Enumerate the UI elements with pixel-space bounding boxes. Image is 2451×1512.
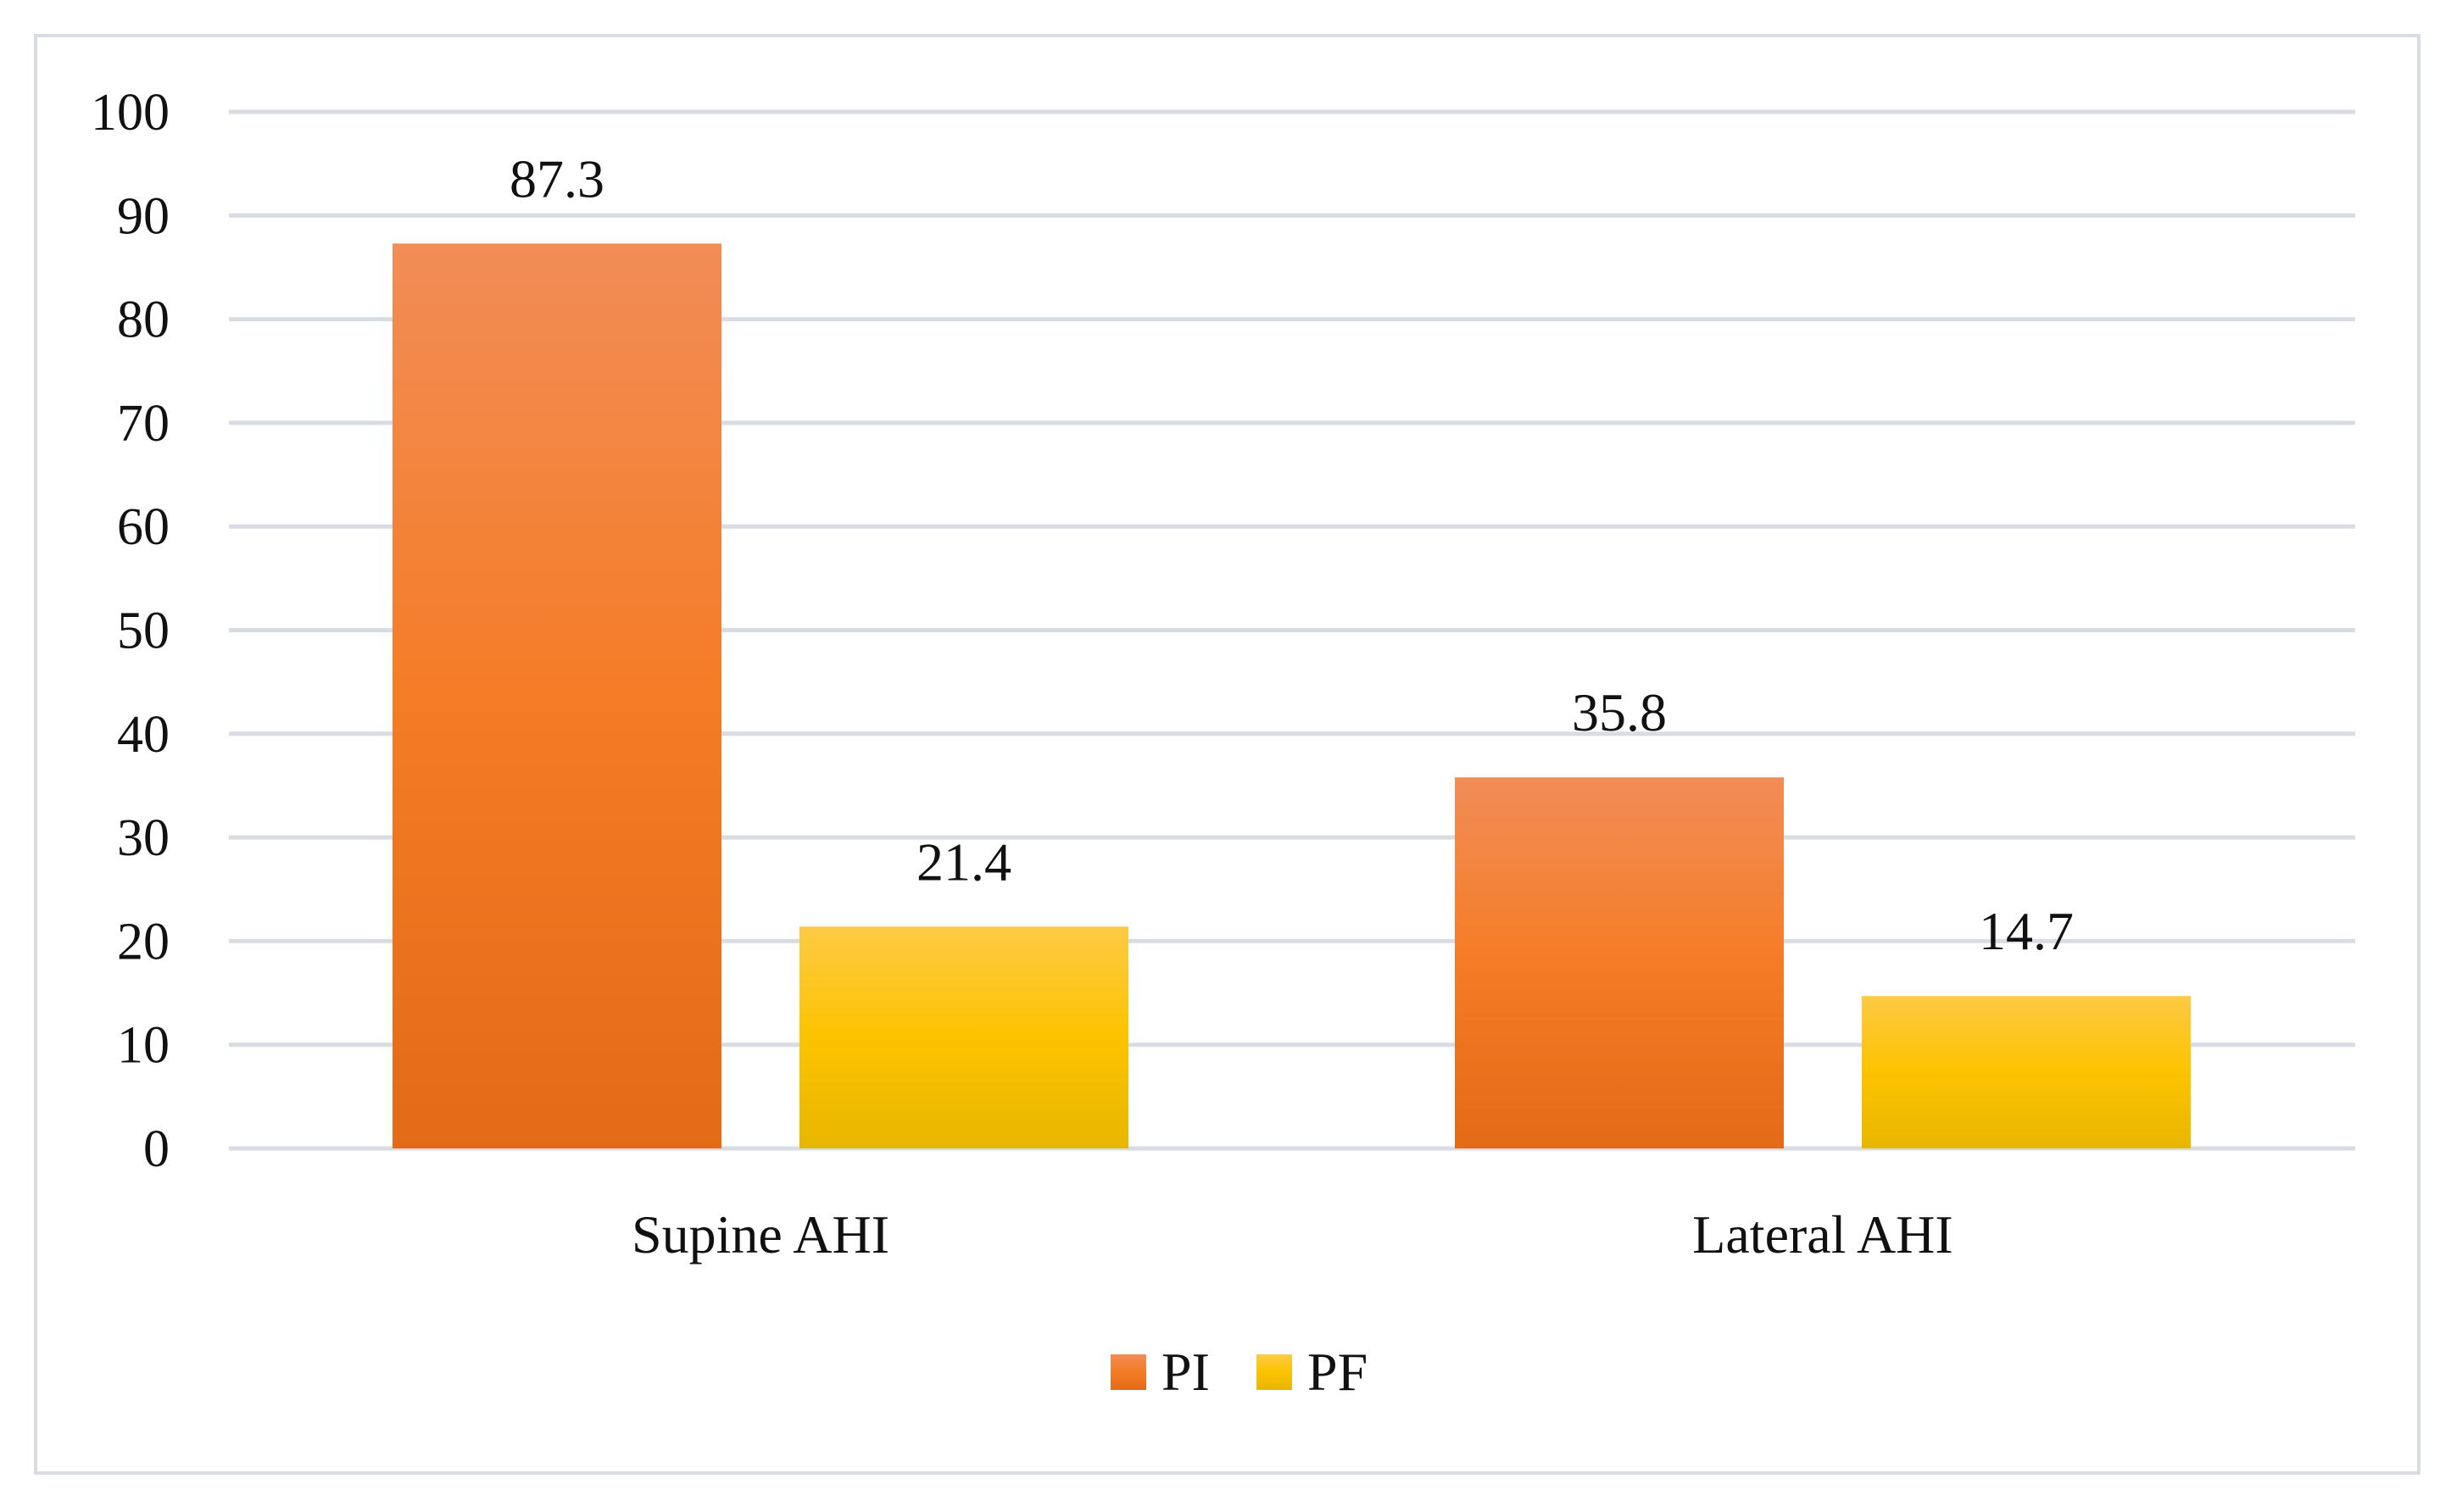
y-tick-label: 60 [117, 498, 170, 556]
bar [1455, 777, 1784, 1148]
y-tick-label: 80 [117, 292, 170, 349]
y-axis-ticks: 0 10 20 30 40 50 60 70 80 90 100 [91, 84, 170, 1178]
y-tick-label: 10 [117, 1017, 170, 1075]
y-tick-label: 90 [117, 187, 170, 245]
data-label: 87.3 [510, 148, 604, 208]
y-tick-label: 40 [117, 706, 170, 764]
legend: PI PF [1111, 1342, 1368, 1402]
legend-swatch [1256, 1354, 1292, 1390]
bar [393, 243, 721, 1148]
x-axis-categories: Supine AHI Lateral AHI [632, 1204, 1953, 1265]
data-label: 35.8 [1572, 682, 1667, 742]
y-tick-label: 100 [91, 84, 170, 142]
y-tick-label: 70 [117, 395, 170, 453]
y-tick-label: 50 [117, 603, 170, 660]
bar [799, 926, 1128, 1148]
y-tick-label: 20 [117, 913, 170, 970]
bars [393, 243, 2191, 1148]
x-category-label: Lateral AHI [1692, 1204, 1952, 1265]
y-tick-label: 0 [143, 1120, 170, 1178]
legend-label: PF [1307, 1342, 1368, 1402]
data-labels: 87.3 21.4 35.8 14.7 [510, 148, 2074, 961]
data-label: 21.4 [916, 831, 1011, 892]
legend-swatch [1111, 1354, 1146, 1390]
y-tick-label: 30 [117, 809, 170, 867]
x-category-label: Supine AHI [632, 1204, 889, 1265]
data-label: 14.7 [1979, 901, 2074, 961]
legend-label: PI [1161, 1342, 1210, 1402]
bar [1862, 996, 2191, 1148]
